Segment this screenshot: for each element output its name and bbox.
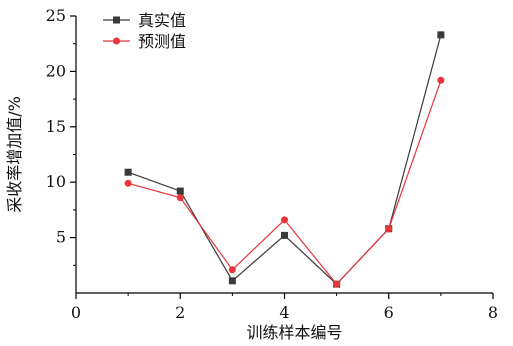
data-point-square <box>124 168 132 176</box>
data-point-square <box>176 187 184 195</box>
x-tick-label: 6 <box>384 303 394 322</box>
data-point-square <box>281 231 288 239</box>
data-point-circle <box>333 280 341 288</box>
data-point-circle <box>281 216 288 224</box>
data-point-circle <box>437 76 445 84</box>
legend-marker-circle <box>113 37 120 45</box>
x-tick-label: 8 <box>488 303 498 322</box>
x-tick-label: 4 <box>279 303 289 322</box>
x-tick-label: 2 <box>175 303 185 322</box>
series-line-2 <box>127 80 442 286</box>
data-point-square <box>228 277 236 285</box>
y-axis-title: 采收率增加值/% <box>5 96 24 213</box>
data-point-circle <box>176 194 184 202</box>
data-point-square <box>437 31 445 39</box>
y-tick-label: 15 <box>46 117 66 136</box>
y-tick-label: 10 <box>46 172 66 191</box>
data-point-circle <box>228 266 236 274</box>
x-tick-label: 0 <box>71 303 81 322</box>
data-point-circle <box>124 179 132 187</box>
data-point-circle <box>385 225 393 233</box>
y-tick-label: 5 <box>56 228 66 247</box>
series-line-1 <box>127 34 442 285</box>
legend-label-2: 预测值 <box>138 32 186 51</box>
y-tick-label: 25 <box>46 6 66 25</box>
y-tick-label: 20 <box>46 61 66 80</box>
axes: 0 2 4 6 8 5 10 15 20 25 <box>46 6 498 322</box>
legend-label-1: 真实值 <box>138 11 186 30</box>
series-layer <box>124 31 445 288</box>
x-axis-title: 训练样本编号 <box>246 323 342 342</box>
legend-marker-square <box>113 16 120 24</box>
